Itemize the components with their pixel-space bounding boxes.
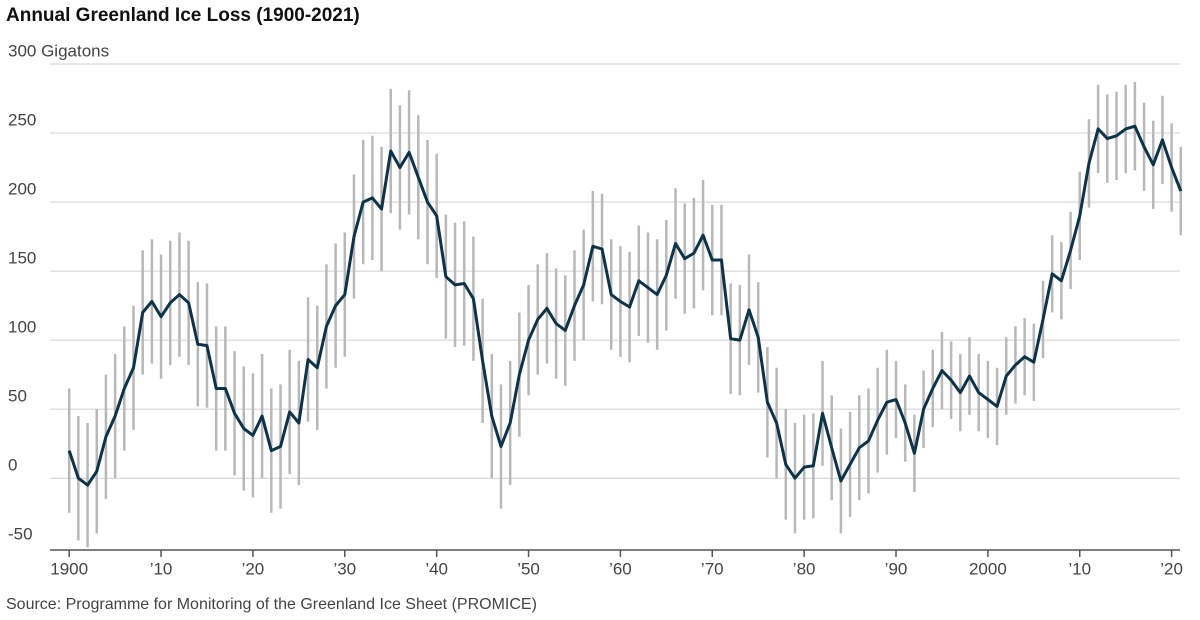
x-tick-label: ’20 xyxy=(242,559,265,578)
data-line xyxy=(67,124,1183,487)
x-tick-label: ’60 xyxy=(609,559,632,578)
y-tick-label: 0 xyxy=(8,456,17,475)
x-tick-label: ’20 xyxy=(1160,559,1183,578)
x-tick-label: ’50 xyxy=(517,559,540,578)
y-tick-label: -50 xyxy=(8,525,33,544)
y-tick-label: 250 xyxy=(8,111,36,130)
chart-title: Annual Greenland Ice Loss (1900-2021) xyxy=(6,5,360,26)
x-tick-label: ’80 xyxy=(793,559,816,578)
x-tick-label: ’10 xyxy=(1068,559,1091,578)
y-tick-label: 150 xyxy=(8,249,36,268)
x-tick-label: 2000 xyxy=(969,559,1007,578)
y-tick-label: 200 xyxy=(8,180,36,199)
x-tick-label: ’40 xyxy=(425,559,448,578)
y-tick-label: 300 Gigatons xyxy=(8,41,109,60)
source: Source: Programme for Monitoring of the … xyxy=(6,596,537,613)
x-tick-label: 1900 xyxy=(50,559,88,578)
x-tick-label: ’70 xyxy=(701,559,724,578)
y-tick-label: 50 xyxy=(8,387,27,406)
x-tick-label: ’30 xyxy=(333,559,356,578)
x-tick-label: ’90 xyxy=(885,559,908,578)
x-tick-label: ’10 xyxy=(150,559,173,578)
y-tick-label: 100 xyxy=(8,318,36,337)
